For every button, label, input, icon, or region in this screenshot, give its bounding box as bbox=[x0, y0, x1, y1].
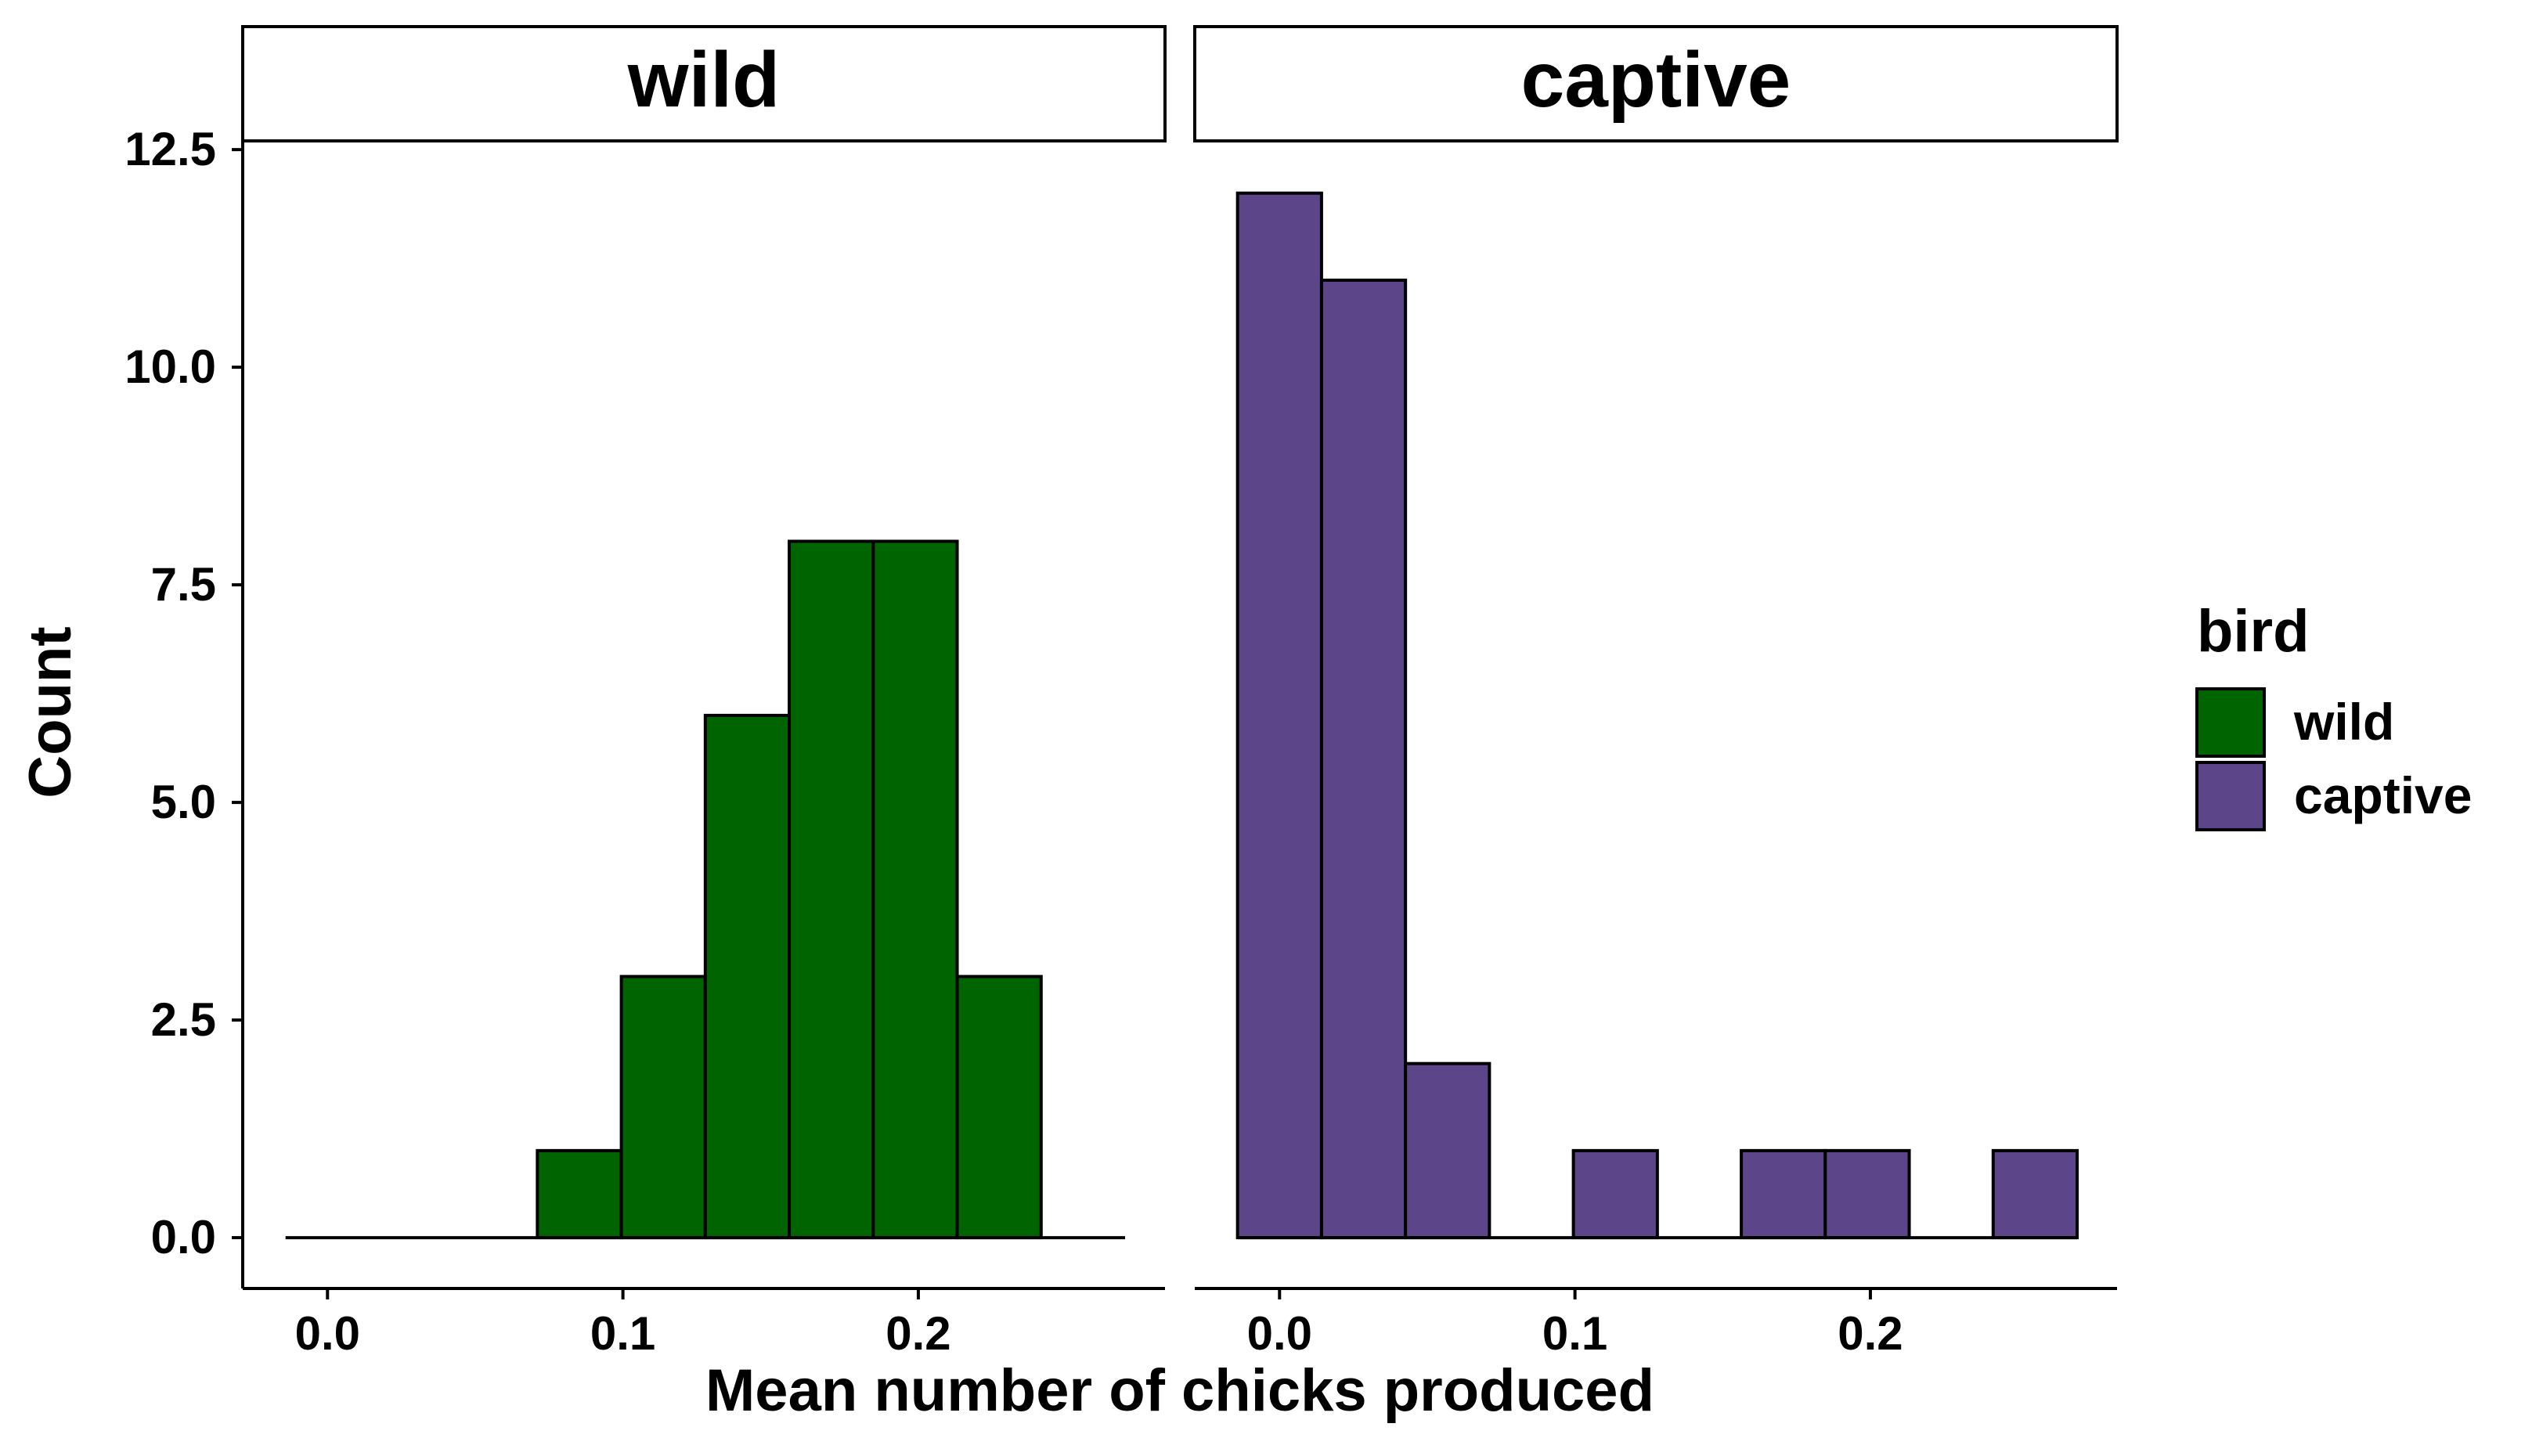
legend-title: bird bbox=[2197, 598, 2310, 665]
y-tick-label: 7.5 bbox=[151, 558, 216, 611]
y-axis-label: Count bbox=[17, 626, 84, 798]
y-tick-label: 2.5 bbox=[151, 993, 216, 1046]
histogram-bar bbox=[1319, 278, 1408, 1240]
x-tick-label: 0.1 bbox=[1542, 1307, 1607, 1360]
legend-swatch-captive bbox=[2195, 761, 2266, 831]
panel-wild: wild 0.0 0.1 0.2 bbox=[241, 25, 1167, 1360]
histogram-bar bbox=[1571, 1148, 1659, 1240]
histogram-bar bbox=[1740, 1148, 1827, 1240]
y-tick-label: 5.0 bbox=[151, 776, 216, 828]
x-axis-label: Mean number of chicks produced bbox=[705, 1357, 1654, 1424]
histogram-bar bbox=[871, 539, 959, 1240]
histogram-bar bbox=[1404, 1061, 1491, 1240]
histogram-bar bbox=[955, 975, 1043, 1240]
x-tick-label: 0.2 bbox=[885, 1307, 950, 1360]
histogram-bar bbox=[1991, 1148, 2079, 1240]
x-tick-label: 0.1 bbox=[590, 1307, 655, 1360]
histogram-bar bbox=[536, 1148, 623, 1240]
y-tick-label: 0.0 bbox=[151, 1211, 216, 1263]
legend-label-wild: wild bbox=[2293, 693, 2394, 751]
legend-swatch-wild bbox=[2195, 687, 2266, 758]
x-tick-label: 0.0 bbox=[295, 1307, 360, 1360]
legend-label-captive: captive bbox=[2294, 766, 2472, 824]
x-tick-label: 0.2 bbox=[1838, 1307, 1903, 1360]
histogram-bar bbox=[703, 713, 792, 1240]
facet-strip bbox=[241, 25, 1167, 142]
histogram-bar bbox=[619, 975, 707, 1240]
x-tick-label: 0.0 bbox=[1247, 1307, 1312, 1360]
histogram-bar bbox=[1823, 1148, 1911, 1240]
facet-strip-label: captive bbox=[1521, 36, 1791, 124]
facet-strip bbox=[1193, 25, 2119, 142]
facet-panels: wild 0.0 0.1 0.2 captive 0.0 0.1 0.2 bbox=[241, 25, 2119, 1360]
histogram-bar bbox=[1235, 191, 1323, 1240]
y-tick-label: 10.0 bbox=[124, 341, 216, 393]
facet-strip-label: wild bbox=[627, 36, 780, 124]
panel-captive: captive 0.0 0.1 0.2 bbox=[1193, 25, 2119, 1360]
histogram-bar bbox=[788, 539, 875, 1240]
y-tick-label: 12.5 bbox=[124, 123, 216, 175]
y-axis: 0.0 2.5 5.0 7.5 10.0 12.5 bbox=[124, 123, 244, 1288]
legend: bird wild captive bbox=[2195, 598, 2472, 831]
